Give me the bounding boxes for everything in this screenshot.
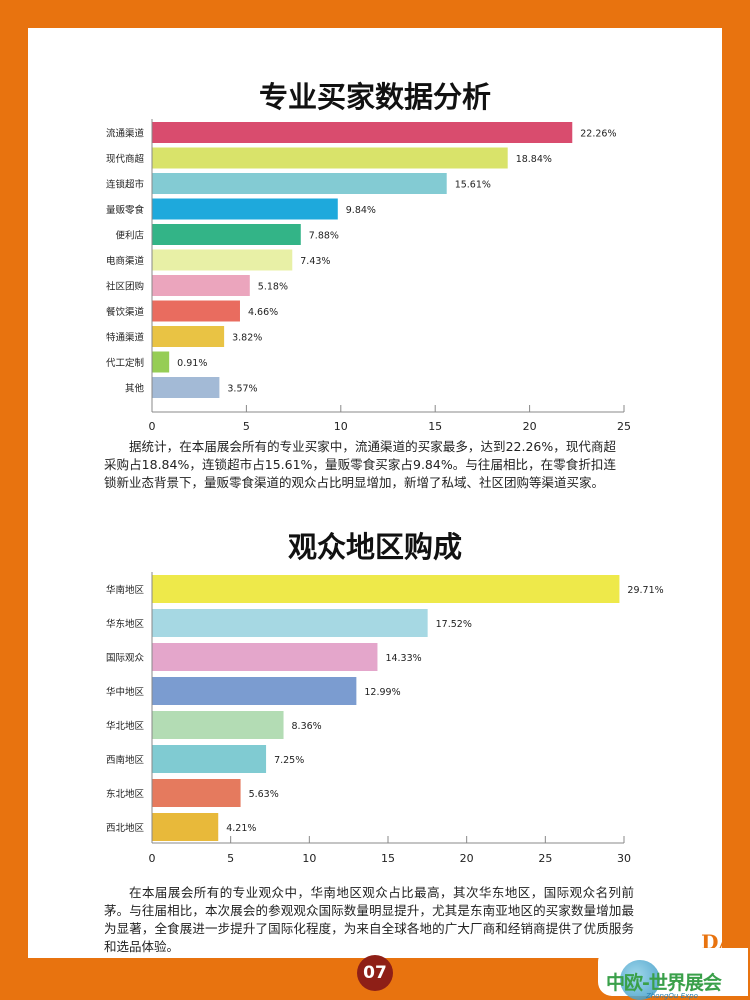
bar-1-11 xyxy=(152,377,220,398)
logo-sub: ZhongOu Expo xyxy=(646,992,698,1000)
x-tick-label: 5 xyxy=(227,852,234,865)
category-label: 连锁超市 xyxy=(106,179,145,191)
x-tick-label: 0 xyxy=(149,852,156,865)
data-label: 9.84% xyxy=(346,205,376,216)
data-label: 29.71% xyxy=(627,585,663,596)
x-tick-label: 30 xyxy=(617,852,631,865)
x-tick-label: 0 xyxy=(149,420,156,433)
data-label: 18.84% xyxy=(516,154,552,165)
category-label: 便利店 xyxy=(115,230,144,242)
category-label: 特通渠道 xyxy=(106,332,145,344)
bar-2-1 xyxy=(152,575,620,603)
category-label: 现代商超 xyxy=(106,153,145,165)
bar-2-7 xyxy=(152,779,241,807)
bar-2-5 xyxy=(152,711,284,739)
data-label: 7.43% xyxy=(300,256,330,267)
paragraph-buyers: 据统计，在本届展会所有的专业买家中，流通渠道的买家最多，达到22.26%，现代商… xyxy=(104,439,616,490)
x-tick-label: 20 xyxy=(523,420,537,433)
bar-1-8 xyxy=(152,300,240,322)
data-label: 4.21% xyxy=(226,823,256,834)
bar-1-5 xyxy=(152,224,301,245)
category-label: 华东地区 xyxy=(106,618,145,630)
data-label: 3.82% xyxy=(232,333,262,344)
category-label: 西南地区 xyxy=(106,754,145,766)
bar-1-4 xyxy=(152,198,338,220)
category-label: 东北地区 xyxy=(106,788,145,800)
category-label: 其他 xyxy=(125,383,145,395)
data-label: 7.88% xyxy=(309,231,339,242)
category-label: 社区团购 xyxy=(106,281,144,293)
bar-1-3 xyxy=(152,173,447,194)
category-label: 电商渠道 xyxy=(106,255,145,267)
bar-2-4 xyxy=(152,677,357,705)
data-label: 5.63% xyxy=(249,789,279,800)
category-label: 西北地区 xyxy=(106,822,145,834)
bar-2-2 xyxy=(152,609,428,637)
x-tick-label: 15 xyxy=(428,420,442,433)
x-tick-label: 25 xyxy=(538,852,552,865)
globe-icon xyxy=(620,960,660,1000)
logo-box: 中欧-世界展会 ZhongOu Expo xyxy=(598,948,748,1000)
data-label: 8.36% xyxy=(292,721,322,732)
expo-logo: DA 中欧-世界展会 ZhongOu Expo xyxy=(598,930,748,1000)
data-label: 5.18% xyxy=(258,282,288,293)
data-label: 7.25% xyxy=(274,755,304,766)
x-tick-label: 15 xyxy=(381,852,395,865)
bar-2-8 xyxy=(152,813,219,841)
category-label: 餐饮渠道 xyxy=(106,306,145,318)
bar-1-9 xyxy=(152,326,225,347)
data-label: 12.99% xyxy=(364,687,400,698)
x-tick-label: 5 xyxy=(243,420,250,433)
x-tick-label: 25 xyxy=(617,420,631,433)
category-label: 国际观众 xyxy=(106,653,145,664)
category-label: 华中地区 xyxy=(106,686,145,698)
data-label: 0.91% xyxy=(177,358,207,369)
category-label: 华南地区 xyxy=(106,584,145,596)
data-label: 3.57% xyxy=(227,384,257,395)
logo-name: 中欧-世界展会 xyxy=(606,972,722,994)
bar-1-7 xyxy=(152,275,250,296)
bar-2-3 xyxy=(152,643,378,671)
category-label: 量贩零食 xyxy=(106,204,145,216)
bar-1-2 xyxy=(152,147,508,169)
page-number: 07 xyxy=(357,955,393,991)
bar-1-1 xyxy=(152,122,573,143)
x-tick-label: 20 xyxy=(460,852,474,865)
chart1-title: 专业买家数据分析 xyxy=(258,80,491,114)
category-label: 流通渠道 xyxy=(106,128,145,140)
chart2-title: 观众地区购成 xyxy=(287,530,462,564)
category-label: 华北地区 xyxy=(106,720,145,732)
category-label: 代工定制 xyxy=(106,357,144,369)
data-label: 15.61% xyxy=(455,180,491,191)
bar-2-6 xyxy=(152,745,267,773)
x-tick-label: 10 xyxy=(334,420,348,433)
bar-1-10 xyxy=(152,351,170,373)
data-label: 4.66% xyxy=(248,307,278,318)
data-label: 14.33% xyxy=(385,653,421,664)
paragraph-regions: 在本届展会所有的专业观众中，华南地区观众占比最高，其次华东地区，国际观众名列前茅… xyxy=(104,885,634,954)
data-label: 17.52% xyxy=(436,619,472,630)
x-tick-label: 10 xyxy=(302,852,316,865)
data-label: 22.26% xyxy=(580,129,616,140)
bar-1-6 xyxy=(152,249,293,271)
